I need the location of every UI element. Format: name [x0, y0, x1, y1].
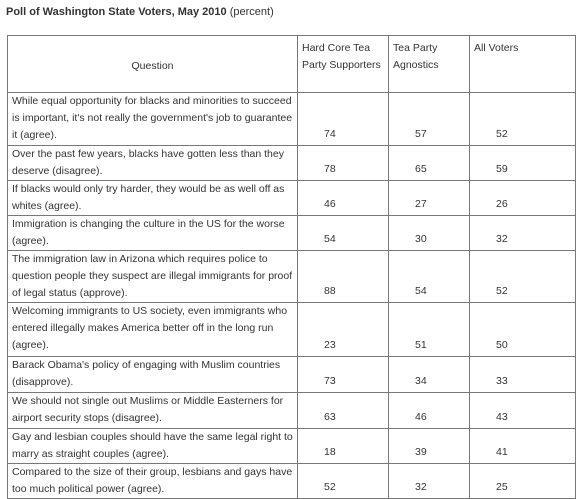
table-row: The immigration law in Arizona which req…	[7, 250, 576, 303]
value-cell: 78	[297, 145, 389, 181]
table-row: We should not single out Muslims or Midd…	[7, 392, 576, 429]
question-cell: Compared to the size of their group, les…	[7, 463, 298, 499]
value-cell: 43	[469, 392, 576, 429]
value-cell: 74	[297, 92, 389, 146]
poll-table: Question Hard Core Tea Party Supporters Te…	[7, 35, 576, 499]
column-header: Tea Party Agnostics	[388, 35, 470, 93]
value-cell: 39	[388, 428, 470, 464]
value-cell: 54	[297, 215, 389, 251]
question-cell: Over the past few years, blacks have got…	[7, 145, 298, 181]
value-cell: 50	[469, 302, 576, 357]
question-cell: Immigration is changing the culture in t…	[7, 215, 298, 251]
table-body: While equal opportunity for blacks and m…	[7, 92, 576, 499]
value-cell: 52	[469, 250, 576, 303]
value-cell: 57	[388, 92, 470, 146]
column-header: Hard Core Tea Party Supporters	[297, 35, 389, 93]
table-row: Immigration is changing the culture in t…	[7, 215, 576, 251]
value-cell: 51	[388, 302, 470, 357]
title-text: Poll of Washington State Voters, May 201…	[6, 6, 227, 18]
column-header: All Voters	[469, 35, 576, 93]
question-cell: The immigration law in Arizona which req…	[7, 250, 298, 303]
value-cell: 46	[297, 180, 389, 216]
title-note: (percent)	[229, 6, 274, 18]
value-cell: 88	[297, 250, 389, 303]
value-cell: 27	[388, 180, 470, 216]
value-cell: 34	[388, 356, 470, 393]
table-row: If blacks would only try harder, they wo…	[7, 180, 576, 216]
title: Poll of Washington State Voters, May 201…	[6, 6, 274, 18]
question-cell: We should not single out Muslims or Midd…	[7, 392, 298, 429]
table-row: Gay and lesbian couples should have the …	[7, 428, 576, 464]
table-row: Over the past few years, blacks have got…	[7, 145, 576, 181]
value-cell: 63	[297, 392, 389, 429]
value-cell: 23	[297, 302, 389, 357]
table-row: Compared to the size of their group, les…	[7, 463, 576, 499]
column-header: Question	[7, 35, 298, 93]
header-row: Question Hard Core Tea Party Supporters Te…	[7, 35, 576, 93]
value-cell: 52	[469, 92, 576, 146]
value-cell: 46	[388, 392, 470, 429]
question-cell: While equal opportunity for blacks and m…	[7, 92, 298, 146]
value-cell: 59	[469, 145, 576, 181]
question-cell: Barack Obama's policy of engaging with M…	[7, 356, 298, 393]
value-cell: 18	[297, 428, 389, 464]
table-row: Barack Obama's policy of engaging with M…	[7, 356, 576, 393]
question-cell: Welcoming immigrants to US society, even…	[7, 302, 298, 357]
value-cell: 26	[469, 180, 576, 216]
question-cell: Gay and lesbian couples should have the …	[7, 428, 298, 464]
value-cell: 33	[469, 356, 576, 393]
table-row: While equal opportunity for blacks and m…	[7, 92, 576, 146]
value-cell: 54	[388, 250, 470, 303]
value-cell: 65	[388, 145, 470, 181]
value-cell: 32	[388, 463, 470, 499]
value-cell: 73	[297, 356, 389, 393]
question-cell: If blacks would only try harder, they wo…	[7, 180, 298, 216]
value-cell: 52	[297, 463, 389, 499]
table-row: Welcoming immigrants to US society, even…	[7, 302, 576, 357]
value-cell: 32	[469, 215, 576, 251]
value-cell: 41	[469, 428, 576, 464]
value-cell: 25	[469, 463, 576, 499]
value-cell: 30	[388, 215, 470, 251]
